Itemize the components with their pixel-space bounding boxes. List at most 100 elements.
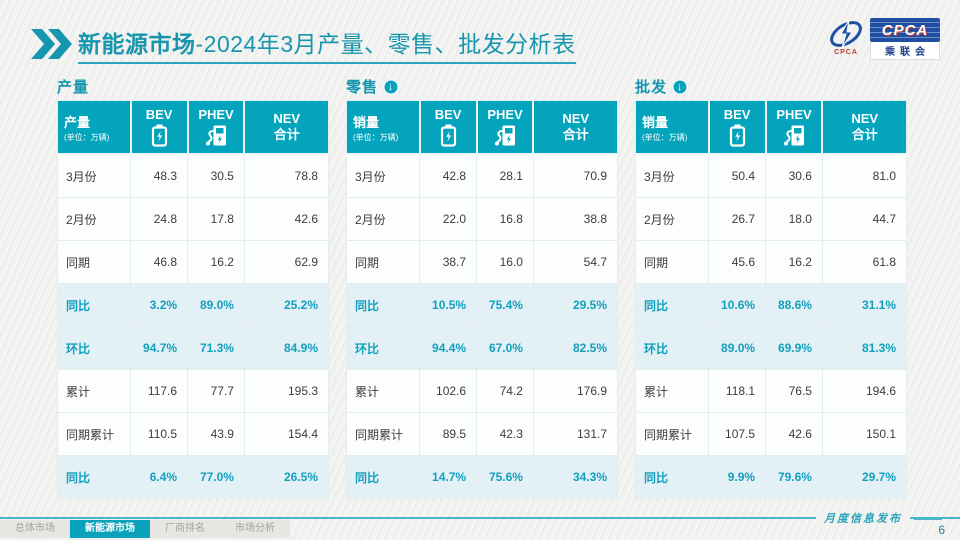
- table-row: 同期 45.6 16.2 61.8: [634, 240, 908, 284]
- page-title-rest: -2024年3月产量、零售、批发分析表: [195, 30, 576, 57]
- table-row: 同期累计 110.5 43.9 154.4: [56, 412, 330, 456]
- row-value: 29.7%: [821, 455, 908, 499]
- row-value: 9.9%: [708, 455, 767, 499]
- table-section-批发: 批发 ↓ 销量 (单位：万辆) BEV PHEV NEV 合计 3月份 50.4 30.6 81.0 2…: [634, 76, 908, 499]
- row-value: 194.6: [821, 369, 908, 413]
- row-label: 同比: [345, 283, 421, 327]
- row-label: 同比: [56, 283, 132, 327]
- row-value: 61.8: [821, 240, 908, 284]
- row-value: 82.5%: [532, 326, 619, 370]
- row-value: 14.7%: [419, 455, 478, 499]
- cpca-emblem-text: CPCA: [834, 49, 858, 56]
- table-row: 2月份 26.7 18.0 44.7: [634, 197, 908, 241]
- publication-dash: [914, 518, 942, 520]
- column-label-2: 合计: [851, 127, 878, 142]
- footer-nav-item-厂商排名[interactable]: 厂商排名: [150, 520, 220, 538]
- row-value: 176.9: [532, 369, 619, 413]
- battery-icon: [132, 123, 187, 147]
- row-value: 75.4%: [476, 283, 534, 327]
- charging-station-icon: [478, 123, 533, 147]
- row-label: 2月份: [56, 197, 132, 241]
- row-value: 154.4: [243, 412, 330, 456]
- row-value: 24.8: [130, 197, 189, 241]
- row-value: 84.9%: [243, 326, 330, 370]
- page-title: 新能源市场-2024年3月产量、零售、批发分析表: [78, 25, 576, 64]
- section-title-label: 产量: [57, 79, 90, 96]
- publication-label: 月度信息发布: [816, 510, 910, 526]
- row-value: 26.7: [708, 197, 767, 241]
- row-value: 38.8: [532, 197, 619, 241]
- row-value: 70.9: [532, 153, 619, 198]
- header-cell-bev: BEV: [130, 100, 189, 155]
- cpca-logo-box: CPCA: [870, 18, 940, 42]
- header-cell-nev-total: NEV 合计: [821, 100, 908, 155]
- cpca-logo-text: CPCA: [881, 21, 929, 39]
- row-value: 48.3: [130, 153, 189, 198]
- row-value: 22.0: [419, 197, 478, 241]
- row-value: 77.0%: [187, 455, 245, 499]
- row-value: 38.7: [419, 240, 478, 284]
- row-value: 16.2: [765, 240, 823, 284]
- row-label: 同期: [634, 240, 710, 284]
- cpca-logo: CPCA CPCA 乘联会: [825, 18, 940, 60]
- table-row: 同期累计 89.5 42.3 131.7: [345, 412, 619, 456]
- header-cell-phev: PHEV: [765, 100, 824, 155]
- table-row: 同期累计 107.5 42.6 150.1: [634, 412, 908, 456]
- row-value: 71.3%: [187, 326, 245, 370]
- row-label: 3月份: [56, 153, 132, 198]
- row-value: 50.4: [708, 153, 767, 198]
- row-value: 81.3%: [821, 326, 908, 370]
- row-value: 29.5%: [532, 283, 619, 327]
- table-row: 累计 118.1 76.5 194.6: [634, 369, 908, 413]
- footer-nav-item-市场分析[interactable]: 市场分析: [220, 520, 290, 538]
- row-value: 195.3: [243, 369, 330, 413]
- row-value: 30.5: [187, 153, 245, 198]
- slide-header: 新能源市场-2024年3月产量、零售、批发分析表 CPCA CPCA 乘联会: [30, 18, 946, 68]
- row-value: 74.2: [476, 369, 534, 413]
- row-label: 环比: [345, 326, 421, 370]
- row-value: 69.9%: [765, 326, 823, 370]
- table-row: 累计 102.6 74.2 176.9: [345, 369, 619, 413]
- row-value: 10.5%: [419, 283, 478, 327]
- footer-nav-item-总体市场[interactable]: 总体市场: [0, 520, 70, 538]
- header-cell-phev: PHEV: [187, 100, 246, 155]
- header-measure-cell: 销量 (单位：万辆): [345, 100, 421, 155]
- row-label: 同期: [345, 240, 421, 284]
- column-label: BEV: [723, 107, 751, 122]
- table-header-row: 销量 (单位：万辆) BEV PHEV NEV 合计: [634, 100, 908, 155]
- row-label: 同期累计: [56, 412, 132, 456]
- section-title: 产量: [57, 76, 329, 97]
- down-arrow-icon: ↓: [383, 78, 400, 95]
- column-label: NEV: [562, 110, 590, 126]
- page-number: 6: [938, 523, 945, 537]
- row-label: 同期累计: [634, 412, 710, 456]
- footer-nav-item-新能源市场[interactable]: 新能源市场: [70, 520, 150, 538]
- section-title-label: 批发: [635, 79, 668, 96]
- cpca-emblem-icon: CPCA: [825, 18, 867, 60]
- row-value: 28.1: [476, 153, 534, 198]
- row-value: 75.6%: [476, 455, 534, 499]
- battery-icon: [421, 123, 476, 147]
- row-value: 26.5%: [243, 455, 330, 499]
- table-row: 同比 3.2% 89.0% 25.2%: [56, 283, 330, 327]
- row-value: 30.6: [765, 153, 823, 198]
- row-value: 117.6: [130, 369, 189, 413]
- measure-unit: (单位：万辆): [64, 132, 110, 142]
- table-section-产量: 产量 产量 (单位：万辆) BEV PHEV NEV 合计 3月份 48.3 30.5 78.8 2月…: [56, 76, 330, 499]
- row-value: 3.2%: [130, 283, 189, 327]
- row-value: 118.1: [708, 369, 767, 413]
- row-label: 同比: [345, 455, 421, 499]
- row-value: 42.3: [476, 412, 534, 456]
- header-measure-cell: 销量 (单位：万辆): [634, 100, 710, 155]
- row-value: 150.1: [821, 412, 908, 456]
- row-value: 76.5: [765, 369, 823, 413]
- column-label: NEV: [273, 110, 301, 126]
- row-label: 同比: [634, 455, 710, 499]
- table-header-row: 销量 (单位：万辆) BEV PHEV NEV 合计: [345, 100, 619, 155]
- row-value: 67.0%: [476, 326, 534, 370]
- row-label: 同比: [634, 283, 710, 327]
- table-row: 同比 10.5% 75.4% 29.5%: [345, 283, 619, 327]
- measure-label: 销量: [642, 114, 669, 130]
- measure-label: 销量: [353, 114, 380, 130]
- row-value: 6.4%: [130, 455, 189, 499]
